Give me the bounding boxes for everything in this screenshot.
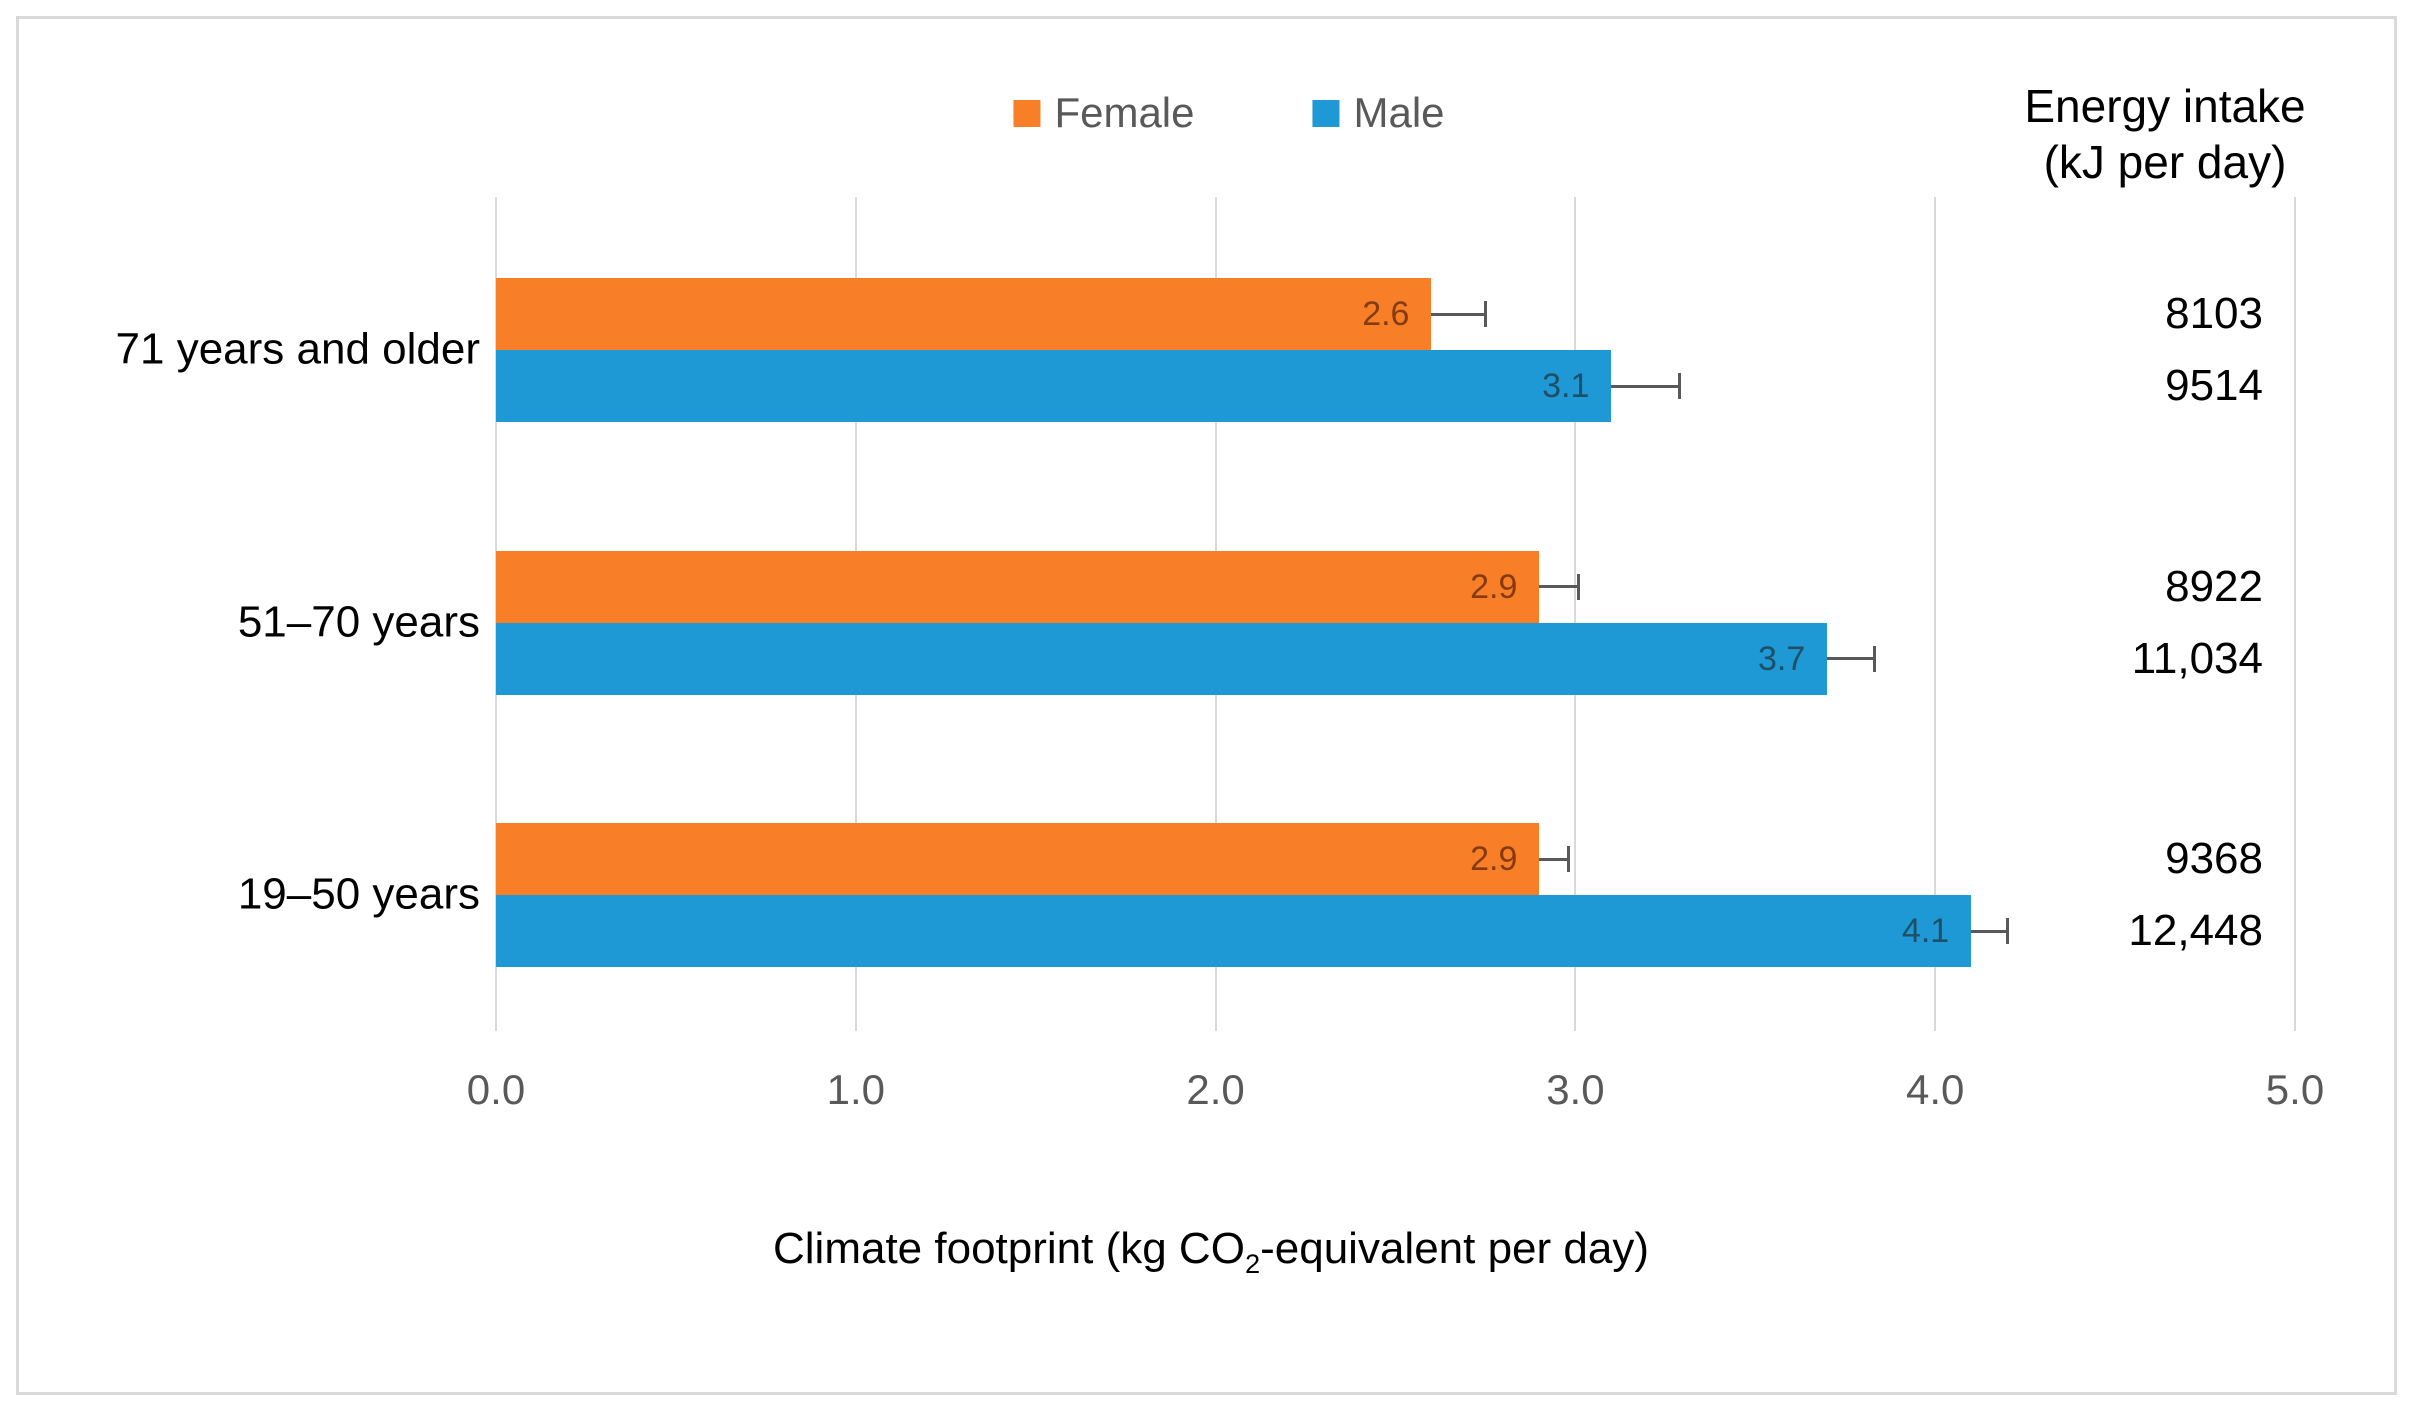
error-bar-cap	[1483, 301, 1487, 327]
x-tick-label: 1.0	[826, 1066, 885, 1113]
bar-female-2: 2.9	[496, 823, 1540, 895]
x-tick-label: 2.0	[1186, 1066, 1245, 1113]
bar-female-0: 2.6	[496, 278, 1432, 350]
energy-intake-value: 9368	[2165, 834, 2263, 883]
category-label: 19–50 years	[237, 869, 480, 919]
x-axis-title-text-end: -equivalent per day)	[1260, 1224, 1649, 1274]
energy-intake-header-line1: Energy intake	[2024, 80, 2306, 132]
x-tick-label: 0.0	[466, 1066, 526, 1113]
gridline	[1934, 197, 1937, 1031]
bar-male-2: 4.1	[496, 895, 1972, 967]
x-tick-label: 4.0	[1905, 1066, 1965, 1113]
bar-value-label: 2.6	[1362, 295, 1410, 333]
error-bar-line	[1971, 929, 2008, 933]
x-tick-label: 3.0	[1546, 1066, 1605, 1113]
plot-area: 2.6 3.1 2.9 3.7 2.9 4.1	[495, 197, 2296, 1031]
legend-label-female: Female	[1054, 89, 1195, 136]
error-bar-line	[1539, 857, 1569, 861]
female-swatch-icon	[1013, 99, 1041, 127]
error-bar-line	[1431, 312, 1486, 316]
x-axis-title-subscript: 2	[1244, 1247, 1261, 1279]
energy-intake-header: Energy intake (kJ per day)	[1965, 78, 2365, 190]
error-bar-line	[1539, 585, 1579, 588]
energy-intake-value: 11,034	[2131, 633, 2263, 683]
error-bar-line	[1611, 384, 1680, 388]
legend: Female Male	[1013, 89, 1445, 136]
bar-male-0: 3.1	[496, 350, 1612, 422]
energy-intake-value: 8103	[2165, 289, 2263, 338]
male-swatch-icon	[1312, 99, 1340, 127]
x-axis-title-text: Climate footprint (kg CO	[773, 1224, 1245, 1274]
x-axis-title: Climate footprint (kg CO2-equivalent per…	[773, 1224, 1649, 1280]
category-label: 71 years and older	[115, 324, 480, 374]
error-bar-cap	[1872, 645, 1876, 672]
bar-value-label: 3.1	[1542, 367, 1590, 405]
energy-intake-value: 9514	[2165, 361, 2263, 410]
category-label: 51–70 years	[237, 597, 480, 647]
legend-item-male: Male	[1312, 89, 1445, 136]
energy-intake-value: 8922	[2165, 561, 2263, 611]
error-bar-cap	[1678, 373, 1682, 399]
x-tick-label: 5.0	[2265, 1066, 2325, 1113]
bar-value-label: 2.9	[1470, 567, 1518, 606]
error-bar-line	[1827, 657, 1875, 660]
bar-value-label: 2.9	[1470, 840, 1518, 878]
bar-value-label: 4.1	[1901, 912, 1950, 950]
legend-item-female: Female	[1013, 89, 1195, 136]
energy-intake-value: 12,448	[2128, 906, 2263, 955]
bar-female-1: 2.9	[496, 550, 1540, 623]
gridline	[1574, 197, 1577, 1031]
error-bar-cap	[2005, 918, 2009, 944]
bar-value-label: 3.7	[1757, 639, 1806, 678]
energy-intake-header-line2: (kJ per day)	[2043, 136, 2287, 188]
gridline	[2294, 197, 2296, 1031]
bar-male-1: 3.7	[496, 622, 1828, 695]
error-bar-cap	[1566, 846, 1570, 872]
legend-label-male: Male	[1353, 89, 1445, 136]
error-bar-cap	[1577, 573, 1581, 600]
